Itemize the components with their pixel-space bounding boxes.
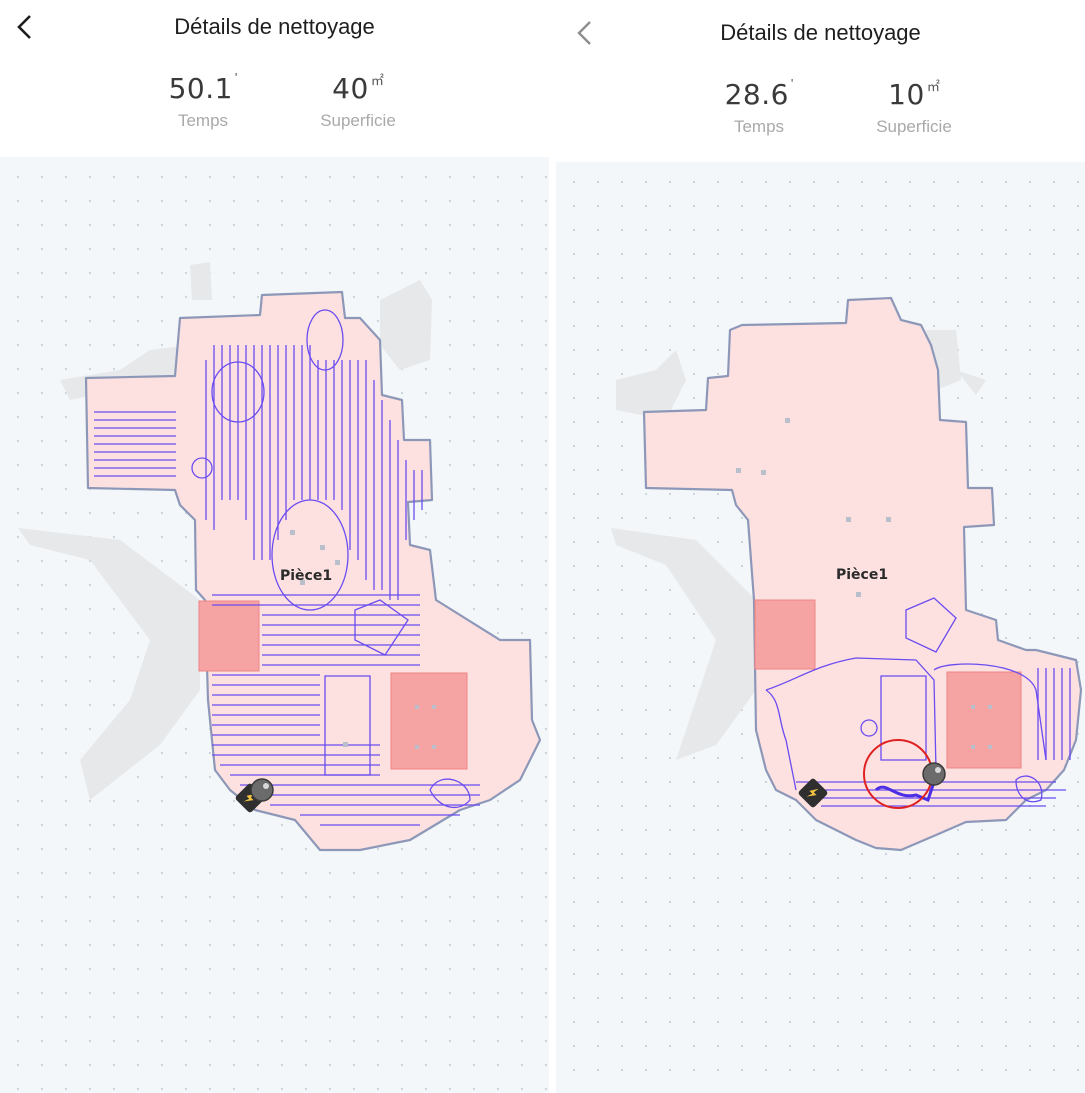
- robot-icon[interactable]: [250, 778, 274, 802]
- time-value: 50.1: [168, 72, 233, 105]
- back-button[interactable]: [570, 18, 600, 48]
- chevron-left-icon: [577, 21, 591, 45]
- area-unit: ㎡: [926, 79, 940, 94]
- robot-icon[interactable]: [922, 762, 946, 786]
- obstacle-dots: [736, 418, 992, 749]
- page-title: Détails de nettoyage: [174, 14, 375, 39]
- right-screen: Détails de nettoyage 28.6 ' Temps 10 ㎡ Sup…: [556, 0, 1085, 1093]
- area-value: 10: [888, 78, 925, 111]
- time-stat: 50.1 ' Temps: [128, 70, 278, 131]
- obstacle-areas: [611, 330, 986, 760]
- area-stat: 40 ㎡ Superficie: [283, 72, 433, 131]
- charging-dock-icon[interactable]: [797, 777, 828, 808]
- area-unit: ㎡: [370, 73, 384, 88]
- time-unit: ': [790, 76, 794, 91]
- header: Détails de nettoyage 28.6 ' Temps 10 ㎡ Sup…: [556, 0, 1085, 160]
- time-label: Temps: [733, 117, 785, 136]
- map-canvas: Pièce1: [611, 296, 1083, 852]
- time-stat: 28.6 ' Temps: [684, 76, 834, 137]
- cleaning-map[interactable]: Pièce1: [0, 157, 549, 1093]
- map-canvas: Pièce1: [18, 262, 542, 852]
- area-stat: 10 ㎡ Superficie: [839, 78, 989, 137]
- room-label: Pièce1: [836, 567, 888, 583]
- area-label: Superficie: [320, 111, 396, 130]
- room-label: Pièce1: [280, 568, 332, 584]
- header: Détails de nettoyage 50.1 ' Temps 40 ㎡ Sup…: [0, 0, 549, 160]
- obstacle-dots: [290, 530, 436, 749]
- time-value: 28.6: [724, 78, 789, 111]
- recent-path: [874, 781, 936, 803]
- no-go-zone: [946, 671, 1022, 769]
- no-go-zone: [390, 672, 468, 770]
- left-screen: Détails de nettoyage 50.1 ' Temps 40 ㎡ Sup…: [0, 0, 549, 1093]
- panel-divider: [549, 0, 556, 1093]
- cleaning-map[interactable]: Pièce1: [556, 162, 1085, 1093]
- time-label: Temps: [177, 111, 229, 130]
- cleaning-path: [94, 309, 480, 826]
- cleaning-path: [765, 597, 1071, 807]
- no-go-zone: [198, 600, 260, 672]
- area-label: Superficie: [876, 117, 952, 136]
- page-title: Détails de nettoyage: [720, 20, 921, 45]
- back-button[interactable]: [10, 12, 40, 42]
- area-value: 40: [332, 72, 369, 105]
- chevron-left-icon: [17, 15, 31, 39]
- no-go-zone: [754, 599, 816, 670]
- time-unit: ': [234, 70, 238, 85]
